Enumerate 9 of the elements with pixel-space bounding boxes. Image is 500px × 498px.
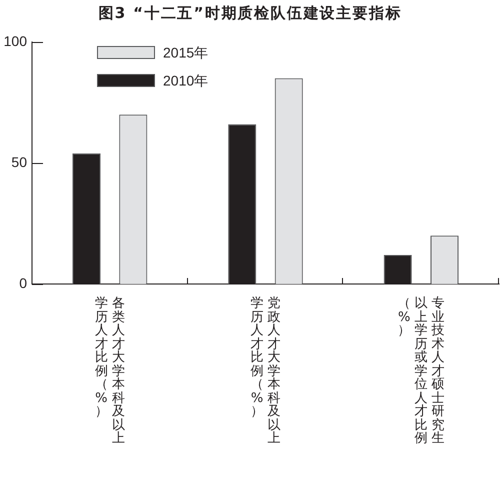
legend-label: 2015年 [163, 44, 208, 60]
y-tick-label: 50 [11, 154, 28, 170]
chart-title: 图3 “十二五”时期质检队伍建设主要指标 [97, 4, 403, 23]
category-label: 各类人才大学本科及以上学历人才比例（%） [94, 296, 125, 446]
legend-label: 2010年 [163, 72, 208, 88]
y-tick-label: 0 [19, 274, 28, 291]
category-label: 党政人才大学本科及以上学历人才比例（%） [250, 296, 280, 446]
category-label: 专业技术人才硕士研究生以上学历或学位人才比例（%） [398, 296, 445, 446]
y-tick-label: 100 [4, 32, 28, 49]
